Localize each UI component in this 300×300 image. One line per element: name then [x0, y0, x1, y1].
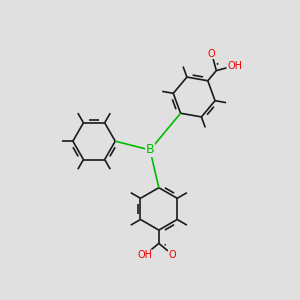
Text: OH: OH [137, 250, 152, 260]
Text: B: B [146, 143, 154, 157]
Text: O: O [208, 49, 216, 58]
Text: O: O [169, 250, 176, 260]
Text: OH: OH [227, 61, 242, 71]
